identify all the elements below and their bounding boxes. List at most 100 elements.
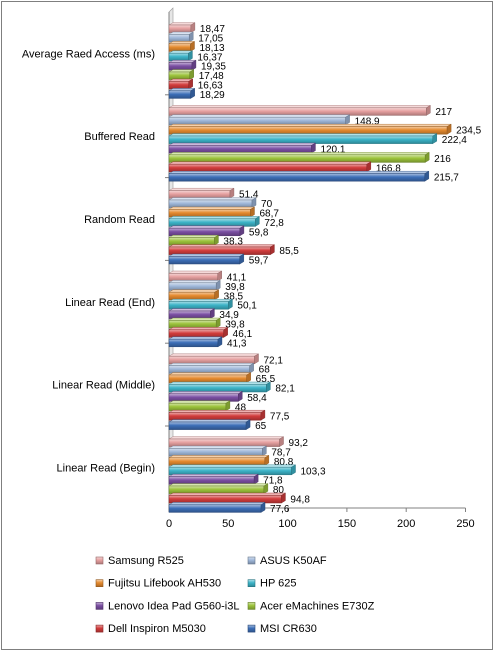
bar-end-face	[217, 270, 222, 282]
bar	[168, 412, 262, 421]
data-label: 39,8	[225, 320, 245, 331]
bar-end-face	[254, 353, 259, 365]
bar	[168, 43, 191, 52]
bar-top-face	[168, 464, 297, 468]
bar-end-face	[246, 372, 251, 383]
data-label: 18,29	[200, 90, 225, 101]
bar	[168, 320, 217, 329]
bar	[168, 329, 224, 338]
data-label: 70	[261, 199, 273, 210]
data-label: 77,5	[270, 412, 290, 423]
bar-top-face	[168, 381, 272, 385]
bar-top-face	[168, 455, 270, 458]
bar-top-face	[168, 105, 432, 109]
bar	[168, 273, 218, 282]
data-label: 85,5	[279, 246, 299, 257]
bar-top-face	[168, 225, 245, 229]
bar-top-face	[168, 216, 261, 220]
data-label: 80	[273, 485, 285, 496]
category-label: Average Raed Access (ms)	[22, 48, 155, 60]
legend-label: Samsung R525	[108, 555, 184, 567]
category-label: Random Read	[84, 214, 155, 226]
bar-end-face	[190, 88, 195, 99]
bar-top-face	[168, 114, 351, 118]
data-label: 234,5	[456, 126, 481, 137]
bar-end-face	[216, 280, 221, 291]
bar	[168, 163, 368, 173]
bar	[168, 291, 215, 301]
bar-end-face	[188, 78, 193, 90]
data-label: 72,1	[264, 355, 284, 366]
bar-end-face	[250, 206, 255, 218]
bar-top-face	[168, 474, 259, 477]
bar-end-face	[345, 114, 350, 126]
data-label: 16,37	[197, 52, 222, 63]
bar	[168, 135, 434, 144]
bar-end-face	[251, 197, 257, 208]
bar	[168, 504, 262, 513]
bar-end-face	[270, 244, 275, 255]
x-tick-label: 50	[222, 518, 234, 530]
bar	[168, 116, 346, 126]
legend-swatch	[95, 602, 104, 610]
data-label: 103,3	[301, 466, 326, 477]
bar-end-face	[279, 436, 284, 447]
legend-label: Dell Inspiron M5030	[108, 623, 206, 635]
bar	[168, 384, 267, 393]
bar	[168, 466, 292, 476]
bar-top-face	[168, 170, 430, 174]
bar	[168, 227, 241, 237]
data-label: 41,1	[227, 273, 247, 284]
bar	[168, 448, 263, 457]
legend-swatch	[247, 624, 256, 633]
bar-top-face	[168, 253, 245, 257]
bar-top-face	[168, 353, 260, 357]
data-label: 80,8	[274, 457, 294, 468]
bar	[168, 24, 192, 33]
bar	[168, 145, 312, 154]
data-label: 217	[435, 107, 452, 118]
bar-top-face	[168, 391, 243, 394]
bar-end-face	[260, 502, 266, 513]
bar-end-face	[229, 187, 235, 199]
bar	[168, 81, 189, 90]
bar-top-face	[168, 289, 220, 293]
bar-end-face	[266, 381, 271, 393]
data-label: 17,48	[199, 71, 224, 82]
bar-end-face	[264, 455, 270, 466]
data-label: 41,3	[227, 338, 247, 349]
bar-top-face	[168, 410, 266, 413]
data-label: 17,05	[198, 34, 223, 45]
data-label: 48	[235, 402, 247, 413]
bar-top-face	[168, 400, 231, 404]
legend-label: Lenovo Idea Pad G560-i3L	[108, 600, 240, 612]
bar	[168, 237, 215, 246]
bar	[168, 421, 247, 430]
bar-top-face	[168, 161, 372, 165]
bar-end-face	[281, 492, 286, 504]
bar	[168, 107, 427, 116]
bar	[168, 62, 193, 71]
bar-top-face	[168, 436, 285, 440]
bar	[168, 402, 227, 412]
bar	[168, 457, 266, 466]
bar	[168, 485, 265, 494]
data-label: 77,6	[270, 504, 290, 515]
bar-end-face	[239, 253, 245, 265]
category-label: Buffered Read	[84, 131, 155, 143]
bar-end-face	[189, 69, 194, 80]
bar-top-face	[168, 41, 196, 44]
bar	[168, 282, 217, 291]
bar-end-face	[249, 362, 254, 374]
data-label: 72,8	[264, 218, 284, 229]
bar	[168, 338, 219, 348]
bar-end-face	[238, 391, 243, 402]
data-label: 78,7	[271, 448, 291, 459]
bar-top-face	[168, 123, 452, 127]
bar-end-face	[239, 225, 245, 237]
bar-end-face	[189, 31, 194, 43]
bar-top-face	[168, 317, 221, 321]
category-label: Linear Read (Middle)	[52, 380, 155, 392]
bar-top-face	[168, 142, 317, 146]
data-label: 59,8	[249, 227, 269, 238]
